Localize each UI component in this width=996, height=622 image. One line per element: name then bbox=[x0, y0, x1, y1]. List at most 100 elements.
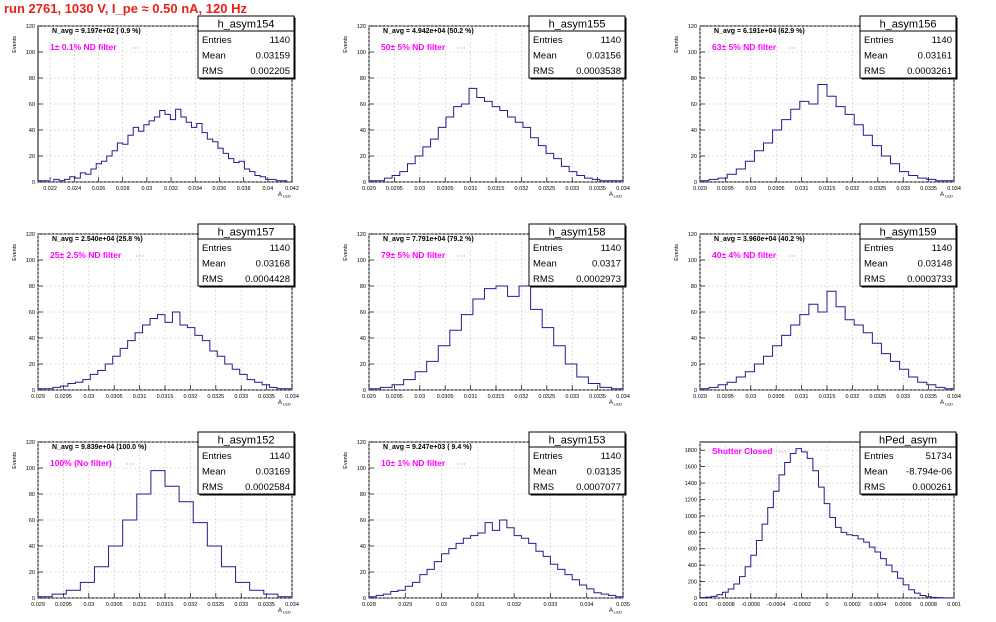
y-tick-label: 0 bbox=[694, 388, 697, 394]
stats-label-entries: Entries bbox=[202, 243, 232, 254]
x-tick-label: 0.034 bbox=[947, 394, 961, 400]
x-tick-label: 0.031 bbox=[133, 602, 147, 608]
x-tick-label: 0.036 bbox=[213, 186, 227, 192]
x-tick-label: 0.033 bbox=[544, 602, 558, 608]
x-tick-label: 0.03 bbox=[414, 394, 425, 400]
x-tick-label: 0.033 bbox=[234, 394, 248, 400]
y-tick-label: 1600 bbox=[685, 465, 697, 471]
x-tick-label: 0.029 bbox=[362, 186, 376, 192]
x-tick-label: 0.032 bbox=[164, 186, 178, 192]
stats-box: hPed_asym Entries 51734 Mean -8.794e-06 RMS 0.… bbox=[859, 431, 958, 496]
x-tick-label: 0.03 bbox=[414, 186, 425, 192]
y-axis-label: Events bbox=[12, 36, 18, 53]
filter-annotation: 1± 0.1% ND filter bbox=[50, 42, 117, 52]
y-tick-label: 80 bbox=[691, 284, 697, 290]
x-tick-label: 0.0325 bbox=[207, 602, 224, 608]
histogram-panel-h_asym158: 0.029 0.0295 0.03 0.0305 0.031 0.0315 0.032 0.0… bbox=[343, 223, 630, 407]
y-tick-label: 40 bbox=[691, 336, 697, 342]
x-tick-label: 0.0335 bbox=[258, 394, 275, 400]
filter-annotation: 63± 5% ND filter bbox=[712, 42, 777, 52]
y-tick-label: 120 bbox=[688, 232, 697, 238]
stats-label-mean: Mean bbox=[533, 259, 557, 270]
stats-label-mean: Mean bbox=[202, 259, 226, 270]
y-tick-label: 60 bbox=[691, 310, 697, 316]
x-tick-label: 0.042 bbox=[285, 186, 299, 192]
x-tick-label: 0.0002 bbox=[844, 602, 861, 608]
x-tick-label: 0.022 bbox=[43, 186, 57, 192]
stats-value-rms: 0.0004428 bbox=[245, 274, 290, 285]
stats-label-entries: Entries bbox=[202, 451, 232, 462]
histogram-name: h_asym156 bbox=[880, 19, 937, 31]
stats-frame bbox=[528, 431, 626, 495]
x-axis-label: A LED bbox=[940, 400, 953, 407]
x-tick-label: 0.0325 bbox=[869, 186, 886, 192]
x-tick-label: 0.0295 bbox=[55, 394, 72, 400]
y-tick-label: 120 bbox=[26, 440, 35, 446]
stats-label-entries: Entries bbox=[864, 451, 894, 462]
y-tick-label: 60 bbox=[29, 102, 35, 108]
x-axis-label: A LED bbox=[609, 400, 622, 407]
stats-label-rms: RMS bbox=[533, 482, 554, 493]
stats-label-rms: RMS bbox=[202, 482, 223, 493]
x-tick-label: 0.029 bbox=[398, 602, 412, 608]
y-tick-label: 0 bbox=[32, 596, 35, 602]
stats-value-rms: 0.002205 bbox=[250, 66, 290, 77]
stats-label-rms: RMS bbox=[864, 66, 885, 77]
y-tick-label: 600 bbox=[688, 547, 697, 553]
y-tick-label: 1800 bbox=[685, 448, 697, 454]
x-tick-label: 0.0315 bbox=[819, 186, 836, 192]
y-tick-label: 80 bbox=[360, 284, 366, 290]
histogram-line bbox=[368, 87, 624, 182]
y-tick-label: 60 bbox=[691, 102, 697, 108]
y-tick-label: 1200 bbox=[685, 497, 697, 503]
x-tick-label: -0.0006 bbox=[741, 602, 760, 608]
x-tick-label: 0.031 bbox=[464, 394, 478, 400]
y-tick-label: 60 bbox=[360, 102, 366, 108]
x-tick-label: -0.0002 bbox=[792, 602, 811, 608]
y-tick-label: 40 bbox=[691, 128, 697, 134]
x-tick-label: 0.032 bbox=[184, 394, 198, 400]
stats-frame bbox=[197, 223, 295, 287]
histogram-name: h_asym152 bbox=[218, 435, 275, 447]
navg-label: N_avg = 9.247e+03 ( 9.4 %) bbox=[383, 444, 472, 451]
x-tick-label: 0.0295 bbox=[717, 186, 734, 192]
y-axis-label: Events bbox=[674, 244, 680, 261]
stats-box: h_asym157 Entries 1140 Mean 0.03168 RMS 0.0004… bbox=[197, 223, 296, 288]
y-tick-label: 0 bbox=[363, 596, 366, 602]
x-tick-label: 0.03 bbox=[141, 186, 152, 192]
stats-frame bbox=[528, 223, 626, 287]
y-axis-label: Events bbox=[12, 244, 18, 261]
x-tick-label: 0.0335 bbox=[589, 186, 606, 192]
x-tick-label: 0.033 bbox=[896, 186, 910, 192]
x-tick-label: 0.0305 bbox=[106, 602, 123, 608]
x-tick-label: 0.0006 bbox=[895, 602, 912, 608]
x-tick-label: 0.034 bbox=[616, 394, 630, 400]
stats-label-rms: RMS bbox=[202, 274, 223, 285]
x-tick-label: 0.032 bbox=[846, 186, 860, 192]
x-tick-label: 0.0315 bbox=[488, 186, 505, 192]
page-title: run 2761, 1030 V, I_pe ≈ 0.50 nA, 120 Hz bbox=[4, 1, 247, 16]
x-tick-label: 0.033 bbox=[565, 186, 579, 192]
x-tick-label: -0.0008 bbox=[716, 602, 735, 608]
histogram-panel-h_asym153: 0.028 0.029 0.03 0.031 0.032 0.033 0.034 0.035 0… bbox=[343, 431, 630, 615]
x-tick-label: 0.032 bbox=[507, 602, 521, 608]
y-tick-label: 1000 bbox=[685, 514, 697, 520]
stats-box: h_asym156 Entries 1140 Mean 0.03161 RMS 0.0003… bbox=[859, 15, 958, 80]
stats-value-mean: 0.03161 bbox=[918, 51, 952, 62]
y-tick-label: 0 bbox=[694, 596, 697, 602]
x-tick-label: 0.031 bbox=[464, 186, 478, 192]
histogram-line bbox=[368, 519, 624, 598]
histogram-name: hPed_asym bbox=[879, 435, 937, 447]
y-tick-label: 100 bbox=[26, 258, 35, 264]
stats-frame bbox=[859, 431, 957, 495]
y-tick-label: 40 bbox=[29, 336, 35, 342]
x-tick-label: 0.0295 bbox=[386, 394, 403, 400]
stats-value-mean: 0.03168 bbox=[256, 259, 290, 270]
x-tick-label: -0.001 bbox=[692, 602, 708, 608]
x-axis-label: A LED bbox=[278, 192, 291, 199]
y-tick-label: 80 bbox=[360, 76, 366, 82]
x-tick-label: 0.0008 bbox=[920, 602, 937, 608]
x-tick-label: 0.029 bbox=[31, 394, 45, 400]
x-tick-label: 0.028 bbox=[116, 186, 130, 192]
y-tick-label: 20 bbox=[29, 362, 35, 368]
